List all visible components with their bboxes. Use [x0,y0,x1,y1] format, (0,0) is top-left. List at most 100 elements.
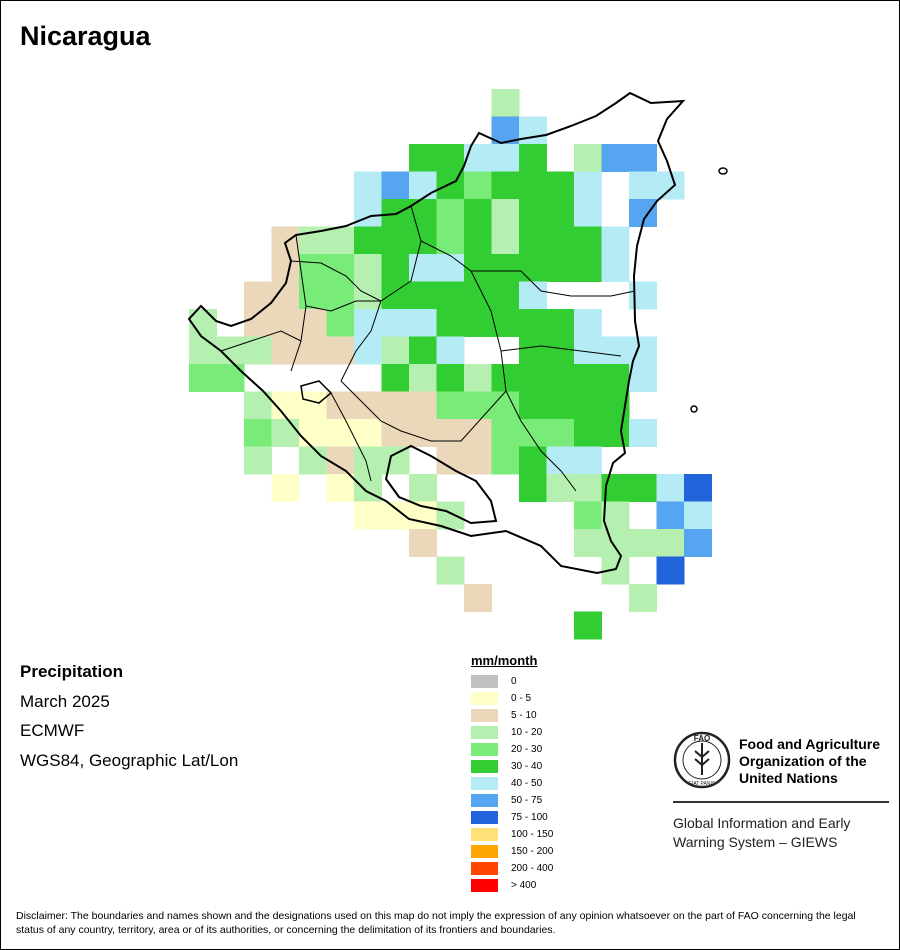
precip-cell [519,281,547,310]
precip-cell [436,336,465,365]
precip-cell [326,309,355,337]
legend-item: 75 - 100 [471,809,553,826]
map-title: Nicaragua [20,21,151,51]
precip-cell [326,281,355,310]
precip-cell [629,171,657,200]
precip-cell [271,419,300,447]
precip-cell [409,309,437,337]
legend-label: > 400 [511,880,537,891]
precip-cell [546,199,575,227]
precip-cell [436,364,465,392]
precip-cell [326,226,355,255]
legend-label: 20 - 30 [511,744,543,755]
svg-text:FIAT PANIS: FIAT PANIS [689,781,716,787]
period: March 2025 [20,691,110,711]
precip-cell [409,391,437,420]
legend-swatch [471,828,498,841]
precip-cell [491,309,520,337]
precip-cell [464,281,492,310]
precip-cell [436,446,465,475]
precip-cell [519,254,547,282]
legend-item: 50 - 75 [471,792,553,809]
legend-item: 40 - 50 [471,775,553,792]
precip-cell [519,199,547,227]
department-boundary [470,270,577,492]
precip-cell [326,391,355,420]
precip-cell [326,419,355,447]
precip-cell [519,391,547,420]
legend-label: 5 - 10 [511,710,537,721]
svg-text:FAO: FAO [694,734,710,743]
precip-cell [354,309,382,337]
projection: WGS84, Geographic Lat/Lon [20,750,239,770]
legend: mm/month 0 0 - 5 5 - 10 10 - 20 20 - 30 30 - … [471,653,553,894]
precip-cell [684,501,712,530]
legend-swatch [471,845,498,858]
department-boundaries [220,205,636,492]
precip-cell [519,144,547,172]
precip-cell [299,391,327,420]
precip-cell [629,144,657,172]
precip-cell [464,391,492,420]
precip-cell [519,171,547,200]
precip-cell [601,144,630,172]
legend-item: 200 - 400 [471,860,553,877]
precip-cell [326,446,355,475]
precip-cell [436,419,465,447]
precip-cell [574,171,602,200]
legend-swatch [471,743,498,756]
precip-cell [409,281,437,310]
legend-label: 200 - 400 [511,863,554,874]
precip-cell [684,474,712,502]
precip-cell [436,226,465,255]
precip-cell [574,391,602,420]
nicaragua-outline [187,91,686,575]
precip-cell [464,364,492,392]
department-boundary [340,380,507,442]
precip-cell [629,529,657,557]
precip-cell [656,529,685,557]
precip-cell [546,364,575,392]
fao-name-line: Organization of the [739,753,867,769]
precipitation-grid [189,89,712,640]
precip-cell [601,226,630,255]
precip-cell [436,391,465,420]
precip-cell [464,171,492,200]
legend-swatch [471,794,498,807]
precip-cell [354,391,382,420]
precip-cell [546,171,575,200]
precip-cell [519,116,547,145]
precip-cell [216,364,245,392]
legend-swatch [471,760,498,773]
department-boundary [340,240,422,382]
precip-cell [656,171,685,200]
precip-cell [354,336,382,365]
precip-cell [491,144,520,172]
precip-cell [491,254,520,282]
precip-cell [491,419,520,447]
precip-cell [491,171,520,200]
lake-nicaragua [384,444,498,525]
island-2 [690,405,698,413]
legend-swatch [471,675,498,688]
data-source: ECMWF [20,721,85,740]
giews-line: Global Information and Early [673,815,851,831]
legend-label: 0 [511,676,517,687]
precip-cell [381,281,410,310]
precip-cell [436,309,465,337]
legend-swatch [471,811,498,824]
precip-cell [519,474,547,502]
precip-cell [491,199,520,227]
precip-cell [381,446,410,475]
fao-name-line: United Nations [739,770,838,786]
precip-cell [519,336,547,365]
precip-cell [546,254,575,282]
precip-cell [546,419,575,447]
legend-item: 100 - 150 [471,826,553,843]
precip-cell [464,254,492,282]
precip-cell [491,446,520,475]
divider [673,801,889,803]
legend-title: mm/month [471,653,538,668]
precip-cell [574,364,602,392]
legend-item: 20 - 30 [471,741,553,758]
